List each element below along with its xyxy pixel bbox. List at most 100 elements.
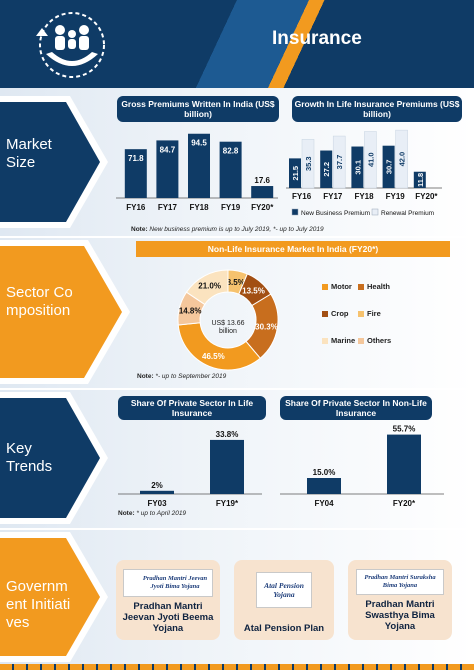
legend-label: Motor — [331, 282, 352, 291]
market-size-hexagon — [0, 96, 112, 228]
bar-label-FY16: 71.8 — [128, 154, 144, 163]
non-life-legend: Motor Health Crop Fire Marine Others — [322, 282, 442, 352]
sector-note-label: Note: — [137, 373, 154, 380]
legend-label: Fire — [367, 309, 381, 318]
gross-premiums-chart: 71.8 FY16 84.7 FY17 94.5 FY18 82.8 FY19 17.6 FY20… — [116, 133, 278, 212]
pie-label-others: 14.8% — [179, 307, 202, 316]
legend-swatch-1 — [371, 208, 379, 216]
legend-label: Health — [367, 282, 390, 291]
bar-FY04 — [307, 478, 341, 494]
legend-swatch — [358, 310, 364, 317]
bar-label-FY16-renewal: 35.3 — [304, 156, 313, 171]
atal-pension-logo: Atal Pension Yojana — [256, 572, 312, 608]
gov-card-atal-pension: Atal Pension Yojana Atal Pension Plan — [234, 560, 334, 640]
bar-label-FY18-new: 30.1 — [353, 160, 362, 175]
legend-item-crop: Crop — [322, 309, 349, 318]
bar-FY19 — [219, 141, 242, 198]
legend-swatch — [358, 283, 364, 290]
sector-note: Note: *- up to September 2019 — [137, 373, 337, 380]
pie-center-label: US$ 13.66 billion — [211, 320, 245, 335]
bar-label-FY19*: 33.8% — [216, 430, 239, 439]
sector-hexagon — [0, 240, 132, 384]
bar-label-FY17-new: 27.2 — [322, 162, 331, 177]
bar-FY19* — [210, 439, 244, 494]
legend-label-0: New Business Premium — [301, 210, 370, 217]
atal-pension-name: Atal Pension Plan — [243, 623, 325, 634]
tick-FY17: FY17 — [323, 192, 343, 201]
tick-FY20*: FY20* — [415, 192, 438, 201]
trends-hexagon — [0, 392, 112, 524]
legend-label: Others — [367, 336, 392, 345]
private-life-title: Share Of Private Sector In Life Insuranc… — [118, 396, 266, 420]
bar-label-FY16-new: 21.5 — [291, 166, 300, 181]
sector-label: Sector Composition — [6, 284, 73, 319]
tick-FY16: FY16 — [126, 203, 146, 212]
bar-FY18-new — [351, 146, 364, 188]
bar-label-FY20*-new: 11.8 — [416, 173, 425, 187]
legend-swatch — [358, 337, 364, 344]
bar-label-FY18-renewal: 41.0 — [366, 152, 375, 167]
bar-FY17 — [156, 140, 179, 198]
market-note: Note: New business premium is up to July… — [131, 226, 461, 233]
legend-swatch-0 — [291, 208, 299, 216]
private-nonlife-title: Share Of Private Sector In Non-Life Insu… — [280, 396, 432, 420]
trends-note-text: * up to April 2019 — [136, 510, 187, 517]
trends-note: Note: * up to April 2019 — [118, 510, 318, 517]
bar-label-FY20*: 17.6 — [254, 176, 270, 185]
jeevan-jyoti-logo: Pradhan Mantri Jeevan Jyoti Bima Yojana — [123, 569, 213, 597]
bar-label-FY17-renewal: 37.7 — [335, 155, 344, 170]
legend-item-health: Health — [358, 282, 390, 291]
bar-label-FY18: 94.5 — [191, 139, 207, 148]
trends-note-label: Note: — [118, 510, 135, 517]
bar-FY16-renewal — [301, 139, 315, 189]
gov-hexagon — [0, 532, 112, 662]
bar-label-FY17: 84.7 — [160, 145, 176, 154]
tick-FY19: FY19 — [386, 192, 406, 201]
gross-premiums-title: Gross Premiums Written In India (US$ bil… — [117, 96, 279, 122]
legend-swatch — [322, 337, 328, 344]
bar-FY20*-new — [413, 171, 426, 188]
bar-label-FY19-renewal: 42.0 — [398, 152, 407, 167]
jeevan-jyoti-name: Pradhan Mantri Jeevan Jyoti Beema Yojana — [122, 601, 214, 634]
gov-card-swasthya-bima: Pradhan Mantri Suraksha Bima Yojana Prad… — [348, 560, 452, 640]
legend-item-others: Others — [358, 336, 391, 345]
bar-FY18-renewal — [364, 131, 377, 189]
bar-FY16 — [124, 149, 147, 198]
market-size-label: Market Size — [6, 136, 52, 171]
private-nonlife-chart: 15.0% FY04 55.7% FY20* — [280, 425, 444, 508]
tick-FY03: FY03 — [147, 499, 167, 508]
market-note-text: New business premium is up to July 2019,… — [149, 226, 324, 233]
tick-FY18: FY18 — [189, 203, 209, 212]
legend-item-motor: Motor — [322, 282, 352, 291]
tick-FY18: FY18 — [354, 192, 374, 201]
life-growth-chart: 21.5 35.3 FY16 27.2 37.7 FY17 30.1 41.0 FY18 30.7… — [286, 129, 442, 217]
sector-note-text: *- up to September 2019 — [155, 373, 227, 380]
bar-FY17-renewal — [332, 135, 346, 189]
legend-label: Marine — [331, 336, 356, 345]
bar-label-FY19: 82.8 — [223, 147, 239, 156]
bar-FY19-new — [382, 145, 395, 188]
non-life-pie-chart: 8.5%13.5% 30.3% 46.5% 14.8% 21.0% — [177, 269, 279, 371]
legend-label: Crop — [331, 309, 349, 318]
gov-label: Government Initiatives — [6, 578, 71, 631]
bar-FY03 — [140, 490, 174, 494]
tick-FY19*: FY19* — [216, 499, 239, 508]
bar-FY20* — [387, 434, 421, 494]
legend-label-1: Renewal Premium — [381, 210, 434, 217]
bar-FY17-new — [320, 150, 333, 188]
tick-FY19: FY19 — [221, 203, 241, 212]
private-life-chart: 2% FY03 33.8% FY19* — [118, 430, 262, 508]
footer-stripe — [0, 664, 474, 670]
legend-item-fire: Fire — [358, 309, 381, 318]
legend-item-marine: Marine — [322, 336, 355, 345]
tick-FY20*: FY20* — [251, 203, 274, 212]
bar-FY19-renewal — [395, 129, 408, 189]
pie-label-health: 30.3% — [255, 322, 278, 331]
pie-label-motor: 46.5% — [202, 352, 225, 361]
pie-label-marine: 21.0% — [198, 282, 221, 291]
market-note-label: Note: — [131, 226, 148, 233]
tick-FY20*: FY20* — [393, 499, 416, 508]
pie-label-fire: 8.5% — [227, 278, 245, 287]
family-insurance-icon — [26, 8, 118, 82]
bar-label-FY03: 2% — [151, 481, 163, 490]
